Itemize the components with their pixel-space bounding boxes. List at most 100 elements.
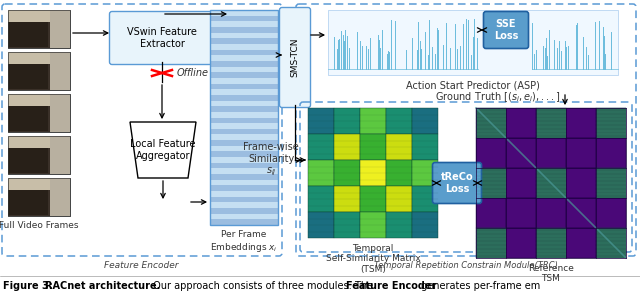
Text: Local Feature
Aggregator: Local Feature Aggregator <box>131 139 196 161</box>
Text: Feature Encoder: Feature Encoder <box>346 281 436 291</box>
Bar <box>308 212 334 238</box>
FancyBboxPatch shape <box>280 7 310 107</box>
Text: tReCo
Loss: tReCo Loss <box>441 172 474 194</box>
Bar <box>210 214 278 219</box>
Bar <box>8 148 48 173</box>
Bar <box>596 228 626 258</box>
Text: Reference
TSM: Reference TSM <box>528 264 574 283</box>
Bar <box>210 50 278 55</box>
Bar <box>8 94 50 132</box>
Bar <box>308 186 334 212</box>
Bar <box>412 108 438 134</box>
Text: Frame-wise
Similarity
$s_{ij}$: Frame-wise Similarity $s_{ij}$ <box>243 142 299 178</box>
Bar <box>476 228 506 258</box>
Bar <box>210 21 278 27</box>
Bar <box>210 78 278 83</box>
Bar <box>8 10 70 48</box>
Bar <box>308 108 334 134</box>
Bar <box>210 33 278 38</box>
Bar <box>476 108 506 138</box>
Bar <box>8 22 48 47</box>
Text: Temporal
Self-Similarity Matrix
(TSM): Temporal Self-Similarity Matrix (TSM) <box>326 244 420 274</box>
Bar <box>506 228 536 258</box>
Bar <box>210 106 278 112</box>
Bar <box>476 168 506 198</box>
Bar <box>596 198 626 228</box>
Bar <box>210 174 278 180</box>
Bar <box>210 146 278 151</box>
Text: Feature Encoder: Feature Encoder <box>104 261 179 270</box>
Bar <box>536 108 566 138</box>
Bar <box>412 160 438 186</box>
Bar <box>596 108 626 138</box>
Bar <box>8 136 70 174</box>
Bar <box>50 94 70 132</box>
Bar <box>506 108 536 138</box>
Bar <box>50 136 70 174</box>
Text: SMS-TCN: SMS-TCN <box>291 38 300 77</box>
Bar <box>8 52 70 90</box>
Bar <box>566 228 596 258</box>
Bar <box>210 185 278 191</box>
Bar <box>8 190 48 215</box>
Bar <box>210 180 278 185</box>
Bar <box>536 198 566 228</box>
Bar <box>210 83 278 89</box>
Text: Figure 3:: Figure 3: <box>3 281 56 291</box>
Bar <box>596 138 626 168</box>
Bar <box>536 168 566 198</box>
Text: Temporal Repetition Constrain Module(TRC): Temporal Repetition Constrain Module(TRC… <box>374 261 558 270</box>
Bar <box>8 10 70 22</box>
Bar <box>334 160 360 186</box>
Bar <box>8 178 70 190</box>
Bar <box>334 212 360 238</box>
Polygon shape <box>130 122 196 178</box>
Bar <box>210 168 278 174</box>
Bar <box>210 112 278 117</box>
Bar <box>334 134 360 160</box>
Bar <box>8 136 70 148</box>
Bar <box>210 27 278 33</box>
Bar <box>210 44 278 50</box>
Bar <box>210 67 278 72</box>
Bar <box>210 117 278 123</box>
Bar <box>506 168 536 198</box>
Bar <box>8 94 70 132</box>
Bar <box>476 108 506 138</box>
Bar <box>476 198 506 228</box>
Bar <box>210 61 278 67</box>
Text: VSwin Feature
Extractor: VSwin Feature Extractor <box>127 27 197 49</box>
Bar <box>596 168 626 198</box>
Bar <box>596 108 626 138</box>
Bar <box>360 212 386 238</box>
Bar <box>210 95 278 101</box>
Bar <box>566 108 596 138</box>
Bar <box>328 10 618 75</box>
Bar <box>536 108 566 138</box>
Bar <box>412 134 438 160</box>
Bar <box>210 157 278 163</box>
Bar <box>8 10 70 48</box>
Bar <box>210 101 278 106</box>
Bar <box>476 168 506 198</box>
Bar <box>360 160 386 186</box>
Bar <box>596 228 626 258</box>
Bar <box>210 191 278 197</box>
Text: Per Frame
Embeddings $x_i$: Per Frame Embeddings $x_i$ <box>210 230 278 254</box>
Bar <box>506 198 536 228</box>
Bar <box>476 138 506 168</box>
Bar <box>386 108 412 134</box>
Bar <box>536 228 566 258</box>
Bar <box>210 89 278 95</box>
Bar <box>50 178 70 216</box>
Bar <box>360 134 386 160</box>
Bar <box>596 168 626 198</box>
Bar <box>536 228 566 258</box>
Bar <box>8 52 70 90</box>
Bar <box>210 129 278 135</box>
Bar <box>210 38 278 44</box>
Text: Ground Truth $[(s_i, e_i), ...]$: Ground Truth $[(s_i, e_i), ...]$ <box>435 90 560 104</box>
Bar <box>360 186 386 212</box>
Bar <box>386 212 412 238</box>
Bar <box>386 160 412 186</box>
